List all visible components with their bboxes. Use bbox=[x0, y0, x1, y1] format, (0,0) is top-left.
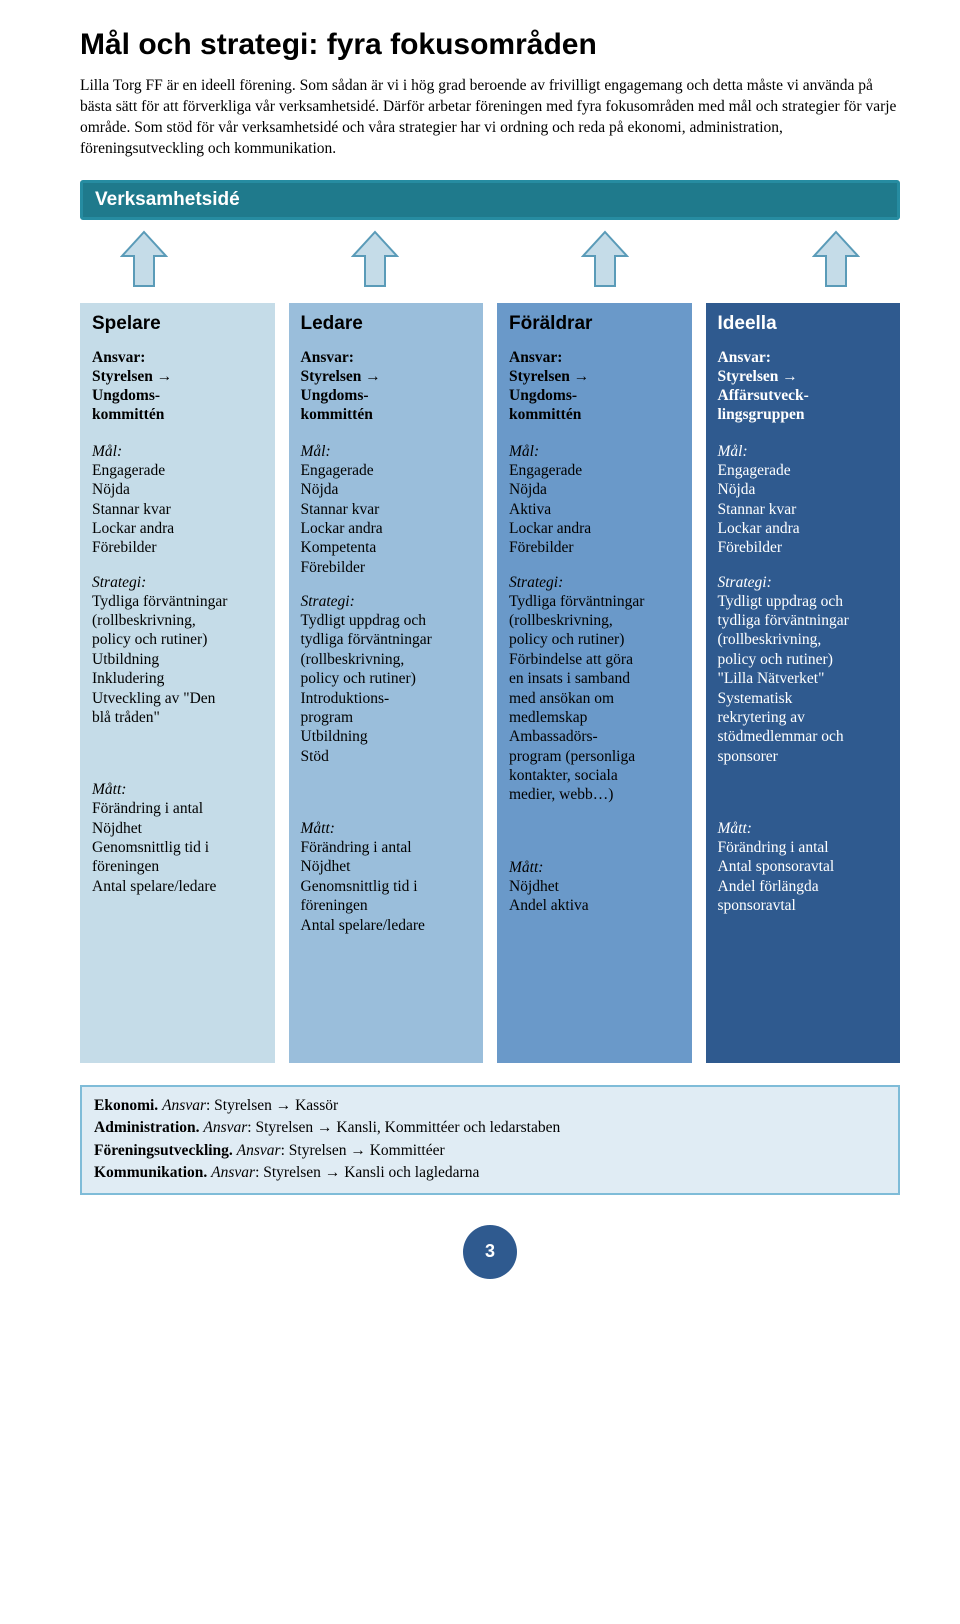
matt-body: NöjdhetAndel aktiva bbox=[509, 877, 680, 916]
column-title: Ideella bbox=[718, 313, 889, 335]
intro-paragraph: Lilla Torg FF är en ideell förening. Som… bbox=[80, 76, 900, 160]
columns-container: SpelareAnsvar:Styrelsen →Ungdoms-kommitt… bbox=[80, 303, 900, 1063]
bottom-line: Administration. Ansvar: Styrelsen → Kans… bbox=[94, 1117, 886, 1139]
matt-label: Mått: bbox=[509, 859, 680, 877]
column-title: Spelare bbox=[92, 313, 263, 335]
mal-label: Mål: bbox=[509, 443, 680, 461]
matt-body: Förändring i antalNöjdhetGenomsnittlig t… bbox=[92, 799, 263, 896]
strategi-label: Strategi: bbox=[301, 593, 472, 611]
mal-body: EngageradeNöjdaAktivaLockar andraFörebil… bbox=[509, 461, 680, 558]
bottom-line: Ekonomi. Ansvar: Styrelsen → Kassör bbox=[94, 1095, 886, 1117]
mal-label: Mål: bbox=[718, 443, 889, 461]
bottom-summary-box: Ekonomi. Ansvar: Styrelsen → KassörAdmin… bbox=[80, 1085, 900, 1195]
matt-label: Mått: bbox=[718, 820, 889, 838]
bottom-line: Föreningsutveckling. Ansvar: Styrelsen →… bbox=[94, 1140, 886, 1162]
strategi-body: Tydliga förväntningar(rollbeskrivning,po… bbox=[92, 592, 263, 728]
bottom-line: Kommunikation. Ansvar: Styrelsen → Kansl… bbox=[94, 1162, 886, 1184]
up-arrow-icon bbox=[120, 230, 168, 293]
ansvar-body: Styrelsen →Ungdoms-kommittén bbox=[301, 367, 472, 425]
arrow-row bbox=[80, 220, 900, 303]
ansvar-label: Ansvar: bbox=[92, 349, 263, 367]
focus-column: Ledare Ansvar:Styrelsen →Ungdoms-kommitté… bbox=[289, 303, 484, 1063]
strategi-label: Strategi: bbox=[509, 574, 680, 592]
mal-label: Mål: bbox=[301, 443, 472, 461]
ansvar-label: Ansvar: bbox=[301, 349, 472, 367]
page: Mål och strategi: fyra fokusområden Lill… bbox=[0, 0, 960, 1309]
banner-verksamhetside: Verksamhetsidé bbox=[80, 180, 900, 220]
ansvar-label: Ansvar: bbox=[509, 349, 680, 367]
focus-column: Ideella Ansvar:Styrelsen →Affärsutveck-li… bbox=[706, 303, 901, 1063]
ansvar-label: Ansvar: bbox=[718, 349, 889, 367]
focus-column: Föräldrar Ansvar:Styrelsen →Ungdoms-kommi… bbox=[497, 303, 692, 1063]
page-number-circle: 3 bbox=[463, 1225, 517, 1279]
ansvar-body: Styrelsen →Affärsutveck-lingsgruppen bbox=[718, 367, 889, 425]
mal-body: EngageradeNöjdaStannar kvarLockar andraF… bbox=[92, 461, 263, 558]
matt-label: Mått: bbox=[301, 820, 472, 838]
column-title: Föräldrar bbox=[509, 313, 680, 335]
strategi-body: Tydligt uppdrag ochtydliga förväntningar… bbox=[301, 611, 472, 766]
mal-body: EngageradeNöjdaStannar kvarLockar andraF… bbox=[718, 461, 889, 558]
strategi-body: Tydliga förväntningar(rollbeskrivning,po… bbox=[509, 592, 680, 805]
column-title: Ledare bbox=[301, 313, 472, 335]
strategi-label: Strategi: bbox=[92, 574, 263, 592]
page-title: Mål och strategi: fyra fokusområden bbox=[80, 28, 900, 62]
ansvar-body: Styrelsen →Ungdoms-kommittén bbox=[92, 367, 263, 425]
matt-body: Förändring i antalAntal sponsoravtalAnde… bbox=[718, 838, 889, 916]
up-arrow-icon bbox=[812, 230, 860, 293]
up-arrow-icon bbox=[581, 230, 629, 293]
focus-column: Spelare Ansvar:Styrelsen →Ungdoms-kommitt… bbox=[80, 303, 275, 1063]
mal-label: Mål: bbox=[92, 443, 263, 461]
strategi-body: Tydligt uppdrag ochtydliga förväntningar… bbox=[718, 592, 889, 766]
ansvar-body: Styrelsen →Ungdoms-kommittén bbox=[509, 367, 680, 425]
matt-label: Mått: bbox=[92, 781, 263, 799]
up-arrow-icon bbox=[351, 230, 399, 293]
matt-body: Förändring i antalNöjdhetGenomsnittlig t… bbox=[301, 838, 472, 935]
mal-body: EngageradeNöjdaStannar kvarLockar andraK… bbox=[301, 461, 472, 577]
strategi-label: Strategi: bbox=[718, 574, 889, 592]
